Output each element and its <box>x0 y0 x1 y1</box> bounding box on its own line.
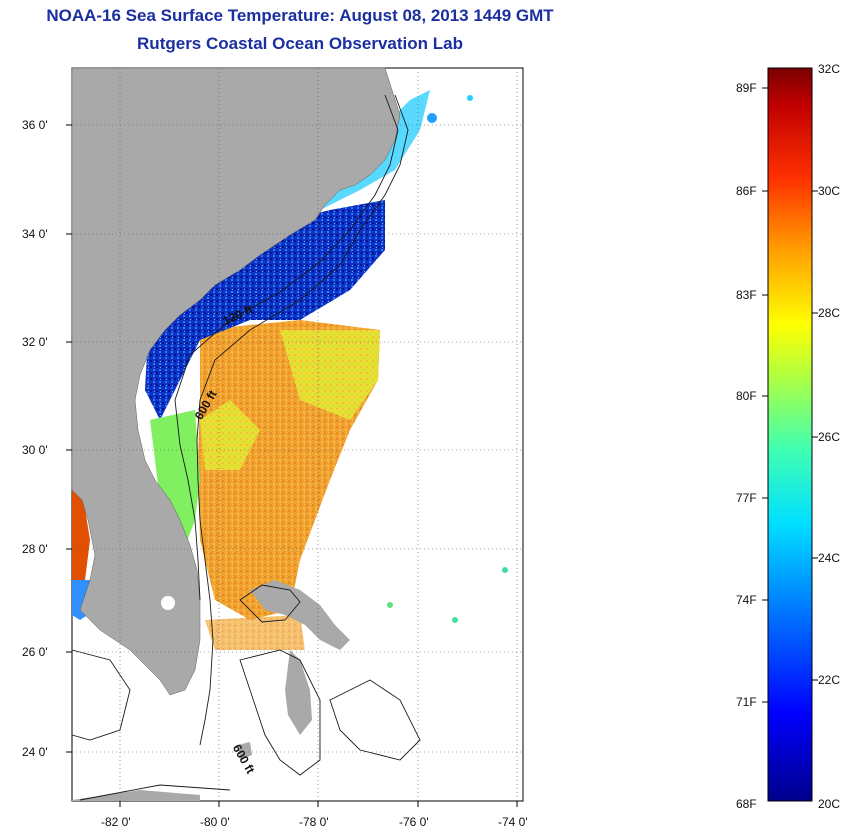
colorbar-c-label: 26C <box>818 430 841 444</box>
lat-label: 24 0' <box>22 745 48 759</box>
colorbar-f-label: 71F <box>736 695 757 709</box>
lon-label: -76 0' <box>399 815 429 829</box>
colorbar-f-label: 89F <box>736 81 757 95</box>
colorbar-f-label: 86F <box>736 184 757 198</box>
colorbar-f-label: 74F <box>736 593 757 607</box>
colorbar-f-label: 80F <box>736 389 757 403</box>
colorbar-c-label: 20C <box>818 797 841 811</box>
lon-label: -82 0' <box>101 815 131 829</box>
lat-label: 36 0' <box>22 118 48 132</box>
colorbar-c-label: 30C <box>818 184 841 198</box>
colorbar-ticks <box>762 87 818 703</box>
depth-contours <box>71 94 421 801</box>
colorbar-c-label: 28C <box>818 306 841 320</box>
lat-label: 30 0' <box>22 443 48 457</box>
colorbar-f-label: 77F <box>736 491 757 505</box>
lon-label: -78 0' <box>299 815 329 829</box>
colorbar <box>767 67 813 802</box>
map-subtitle: Rutgers Coastal Ocean Observation Lab <box>137 34 463 53</box>
lat-label: 26 0' <box>22 645 48 659</box>
colorbar-c-label: 22C <box>818 673 841 687</box>
colorbar-c-label: 24C <box>818 551 841 565</box>
sst-data-layer <box>72 90 508 650</box>
lon-label: -80 0' <box>200 815 230 829</box>
lat-label: 34 0' <box>22 227 48 241</box>
colorbar-f-label: 68F <box>736 797 757 811</box>
lon-label: -74 0' <box>498 815 528 829</box>
land-layer <box>71 67 401 801</box>
axis-ticks <box>66 124 518 807</box>
lat-label: 28 0' <box>22 542 48 556</box>
map-title: NOAA-16 Sea Surface Temperature: August … <box>46 6 554 25</box>
lat-label: 32 0' <box>22 335 48 349</box>
colorbar-c-label: 32C <box>818 62 841 76</box>
colorbar-f-label: 83F <box>736 288 757 302</box>
